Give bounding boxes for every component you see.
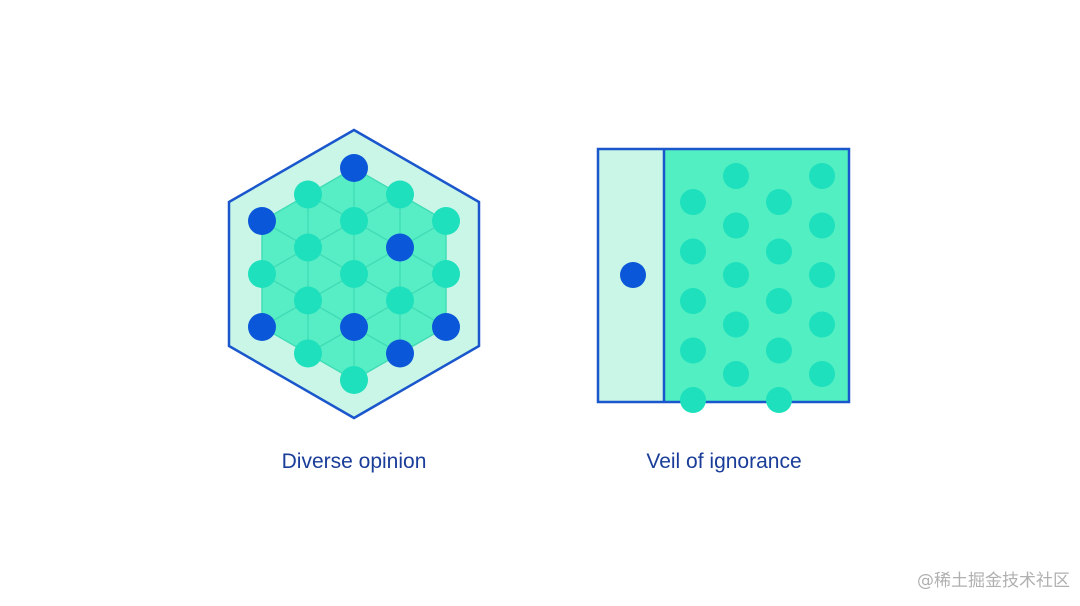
blue-opinion-node	[340, 313, 368, 341]
veil-of-ignorance-caption: Veil of ignorance	[646, 450, 802, 473]
blue-opinion-node	[432, 313, 460, 341]
visible-person-node	[766, 337, 792, 364]
visible-person-node	[723, 311, 749, 338]
blue-opinion-node	[248, 313, 276, 341]
visible-person-node	[766, 387, 792, 413]
watermark-text: @稀土掘金技术社区	[917, 571, 1070, 591]
visible-person-node	[680, 387, 706, 413]
teal-opinion-node	[248, 260, 276, 288]
visible-person-node	[723, 212, 749, 239]
visible-person-node	[809, 212, 835, 239]
teal-opinion-node	[340, 366, 368, 394]
diverse-opinion-caption: Diverse opinion	[281, 450, 427, 473]
visible-person-node	[723, 163, 749, 189]
visible-person-node	[766, 288, 792, 314]
visible-person-node	[723, 262, 749, 288]
visible-person-node	[680, 189, 706, 215]
teal-opinion-node	[294, 233, 322, 262]
blue-opinion-node	[340, 154, 368, 182]
visible-person-node	[809, 361, 835, 387]
visible-person-node	[809, 163, 835, 189]
teal-opinion-node	[432, 207, 460, 235]
visible-person-node	[766, 238, 792, 265]
blue-opinion-node	[386, 339, 414, 368]
visible-person-node	[766, 189, 792, 215]
blue-opinion-node	[248, 207, 276, 235]
visible-person-node	[680, 238, 706, 265]
teal-opinion-node	[340, 207, 368, 235]
teal-opinion-node	[386, 180, 414, 209]
visible-person-node	[680, 337, 706, 364]
teal-opinion-node	[432, 260, 460, 288]
visible-person-node	[723, 361, 749, 387]
visible-person-node	[809, 262, 835, 288]
visible-person-node	[809, 311, 835, 338]
veiled-person-node	[620, 262, 646, 288]
veil-outline	[596, 147, 851, 404]
hexagon-lattice-icon	[227, 128, 481, 420]
teal-opinion-node	[340, 260, 368, 288]
blue-opinion-node	[386, 233, 414, 262]
visible-person-node	[680, 288, 706, 314]
veil-panel-icon	[596, 147, 851, 413]
teal-opinion-node	[294, 180, 322, 209]
teal-opinion-node	[386, 286, 414, 315]
teal-opinion-node	[294, 286, 322, 315]
teal-opinion-node	[294, 339, 322, 368]
